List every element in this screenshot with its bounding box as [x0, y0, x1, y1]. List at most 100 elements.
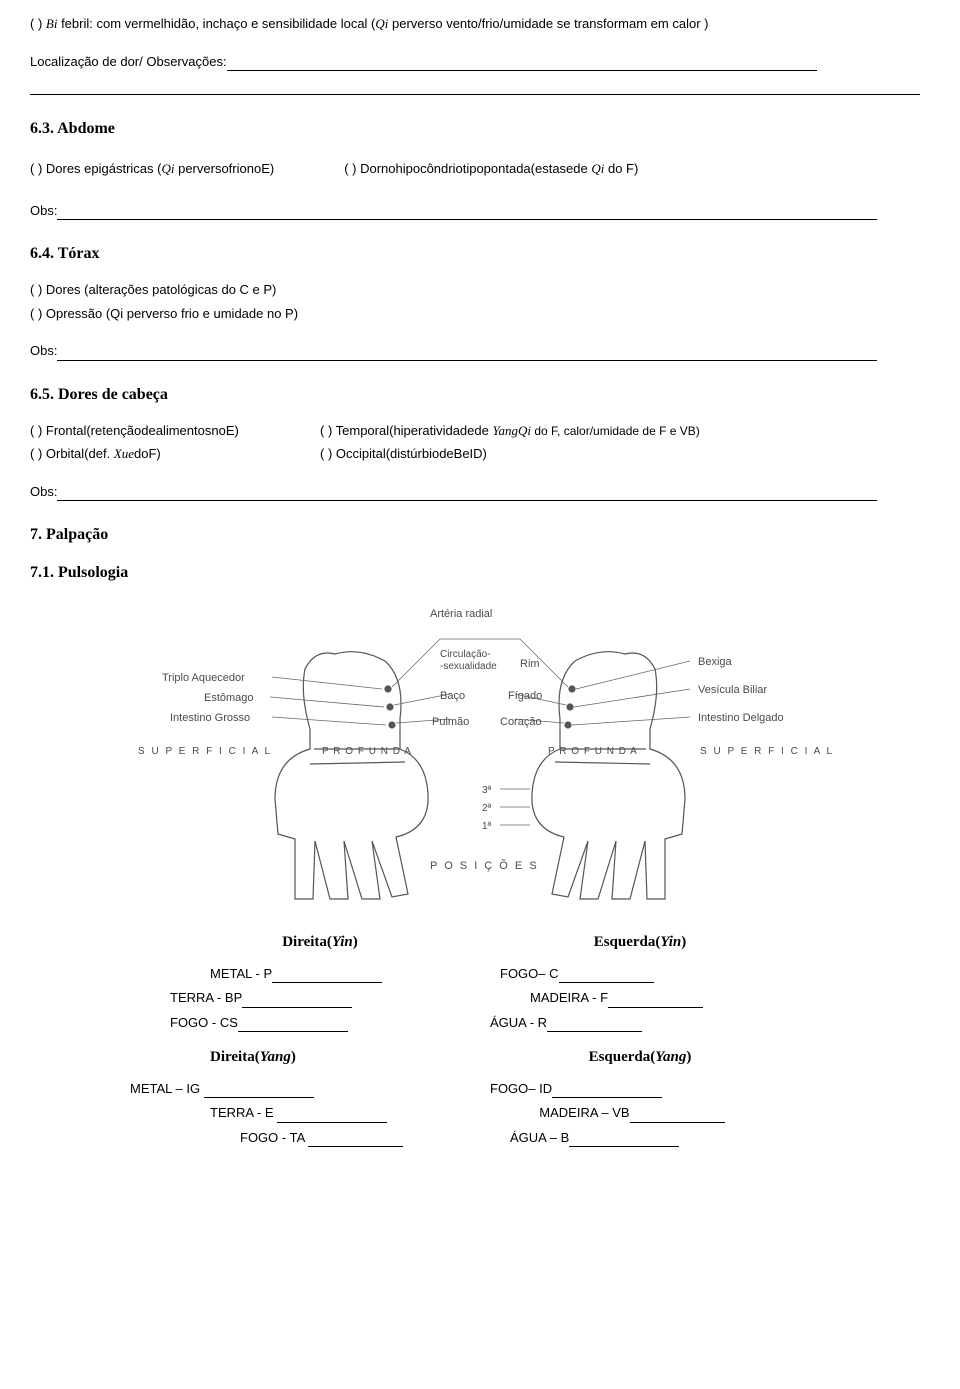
input-fogo-ta[interactable] — [308, 1135, 403, 1147]
localizacao-input-line2[interactable] — [30, 77, 920, 95]
left-hand — [275, 652, 428, 899]
text: febril: com vermelhidão, inchaço e sensi… — [57, 16, 375, 31]
term-yin: Yin — [332, 934, 353, 950]
label-p1: 1ª — [482, 821, 492, 832]
heading-6-4: 6.4. Tórax — [30, 242, 930, 266]
label-baco: Baço — [440, 690, 465, 702]
checkbox-epigastricas[interactable]: ( ) Dores epigástricas ( — [30, 161, 161, 176]
input-terra-bp[interactable] — [242, 996, 352, 1008]
label-direita-yin: Direita( — [282, 934, 332, 950]
pulse-header-yin: Direita(Yin) Esquerda(Yin) — [170, 931, 790, 954]
label-profunda-l: P R O F U N D A — [322, 746, 412, 757]
obs-6-3: Obs: — [30, 201, 930, 221]
label-circ2: -sexualidade — [440, 661, 497, 672]
right-hand — [532, 652, 685, 899]
label-triplo: Triplo Aquecedor — [162, 672, 245, 684]
input-fogo-cs[interactable] — [238, 1020, 348, 1032]
label-direita-yang: Direita( — [210, 1049, 260, 1065]
term-qi: Qi — [375, 16, 388, 31]
term-yin: Yin — [660, 934, 681, 950]
section-7-1: 7.1. Pulsologia — [30, 561, 930, 585]
term-yangqi: YangQi — [492, 423, 531, 438]
term-yang: Yang — [260, 1049, 291, 1065]
checkbox-opressao[interactable]: ( ) Opressão (Qi perverso frio e umidade… — [30, 306, 298, 321]
text: perversofrionoE) — [174, 161, 274, 176]
obs-input[interactable] — [57, 206, 877, 220]
label-p3: 3ª — [482, 785, 492, 796]
label-superficial-r: S U P E R F I C I A L — [700, 746, 834, 757]
localizacao-input[interactable] — [227, 57, 817, 71]
label-rim: Rim — [520, 658, 540, 670]
item-occipital[interactable]: ( ) Occipital(distúrbiodeBeID) — [320, 444, 487, 464]
label-posicoes: P O S I Ç Õ E S — [430, 859, 539, 872]
checkbox-dores-cp[interactable]: ( ) Dores (alterações patológicas do C e… — [30, 282, 276, 297]
row-6-5-2: ( ) Orbital(def. XuedoF) ( ) Occipital(d… — [30, 444, 930, 464]
item-opressao: ( ) Opressão (Qi perverso frio e umidade… — [30, 304, 930, 324]
label-intdelgado: Intestino Delgado — [698, 712, 784, 724]
input-madeira-f[interactable] — [608, 996, 703, 1008]
row-6-5-1: ( ) Frontal(retençãodealimentosnoE) ( ) … — [30, 421, 930, 441]
pulse-row-5: TERRA - E MADEIRA – VB — [170, 1103, 790, 1123]
item-temporal: ( ) Temporal(hiperatividadede YangQi do … — [320, 421, 700, 441]
label-esquerda-yin: Esquerda( — [594, 934, 661, 950]
text: doF) — [134, 446, 161, 461]
heading-6-5: 6.5. Dores de cabeça — [30, 383, 930, 407]
item-dor-hipocondrio: ( ) Dornohipocôndriotipopontada(estasede… — [344, 159, 638, 179]
obs-input[interactable] — [57, 487, 877, 501]
close: ) — [681, 934, 686, 950]
term-yang: Yang — [655, 1049, 686, 1065]
input-agua-r[interactable] — [547, 1020, 642, 1032]
pulse-row-2: TERRA - BP MADEIRA - F — [170, 988, 790, 1008]
close: ) — [291, 1049, 296, 1065]
pulse-row-6: FOGO - TA ÁGUA – B — [170, 1128, 790, 1148]
label-vesicula: Vesícula Biliar — [698, 684, 767, 696]
label-circ1: Circulação- — [440, 649, 491, 660]
label-agua-b: ÁGUA – B — [510, 1130, 569, 1145]
checkbox-temporal[interactable]: ( ) Temporal(hiperatividadede — [320, 423, 492, 438]
checkbox-orbital[interactable]: ( ) Orbital(def. — [30, 446, 114, 461]
text: do F, calor/umidade de F e VB) — [531, 424, 700, 438]
section-7: 7. Palpação — [30, 523, 930, 547]
input-fogo-id[interactable] — [552, 1086, 662, 1098]
label-esquerda-yang: Esquerda( — [589, 1049, 656, 1065]
pulse-row-3: FOGO - CS ÁGUA - R — [170, 1013, 790, 1033]
item-dores-cp: ( ) Dores (alterações patológicas do C e… — [30, 280, 930, 300]
text: perverso vento/frio/umidade se transform… — [388, 16, 708, 31]
obs-6-5: Obs: — [30, 482, 930, 502]
section-6-5: 6.5. Dores de cabeça ( ) Frontal(retençã… — [30, 383, 930, 502]
term-qi: Qi — [591, 161, 604, 176]
label-fogo-c: FOGO– C — [500, 966, 559, 981]
obs-input[interactable] — [57, 347, 877, 361]
obs-label: Obs: — [30, 203, 57, 218]
label-fogo-cs: FOGO - CS — [170, 1015, 238, 1030]
checkbox-bi-febril[interactable]: ( ) — [30, 16, 46, 31]
heading-6-3: 6.3. Abdome — [30, 117, 930, 141]
label-madeira-f: MADEIRA - F — [530, 990, 608, 1005]
label-terra-bp: TERRA - BP — [170, 990, 242, 1005]
pulse-table: Direita(Yin) Esquerda(Yin) METAL - P FOG… — [170, 931, 790, 1147]
item-frontal[interactable]: ( ) Frontal(retençãodealimentosnoE) — [30, 421, 320, 441]
label-terra-e: TERRA - E — [210, 1105, 277, 1120]
input-agua-b[interactable] — [569, 1135, 679, 1147]
label-madeira-vb: MADEIRA – VB — [539, 1105, 629, 1120]
input-fogo-c[interactable] — [559, 971, 654, 983]
label-coracao: Coração — [500, 716, 542, 728]
input-madeira-vb[interactable] — [630, 1111, 725, 1123]
obs-label: Obs: — [30, 343, 57, 358]
label-pulmao: Pulmão — [432, 716, 469, 728]
checkbox-hipocondrio[interactable]: ( ) Dornohipocôndriotipopontada(estasede — [344, 161, 591, 176]
close: ) — [353, 934, 358, 950]
input-metal-p[interactable] — [272, 971, 382, 983]
pulsology-diagram: Artéria radial Circulação- -sexualidade … — [100, 599, 860, 909]
label-bexiga: Bexiga — [698, 656, 733, 668]
item-dores-epigastricas: ( ) Dores epigástricas (Qi perversofrion… — [30, 159, 274, 179]
section-6-4: 6.4. Tórax ( ) Dores (alterações patológ… — [30, 242, 930, 361]
label-arteria: Artéria radial — [430, 608, 492, 620]
label-metal-p: METAL - P — [210, 966, 272, 981]
term-qi: Qi — [161, 161, 174, 176]
input-terra-e[interactable] — [277, 1111, 387, 1123]
label-intgrosso: Intestino Grosso — [170, 712, 250, 724]
text: do F) — [604, 161, 638, 176]
label-superficial-l: S U P E R F I C I A L — [138, 746, 272, 757]
input-metal-ig[interactable] — [204, 1086, 314, 1098]
